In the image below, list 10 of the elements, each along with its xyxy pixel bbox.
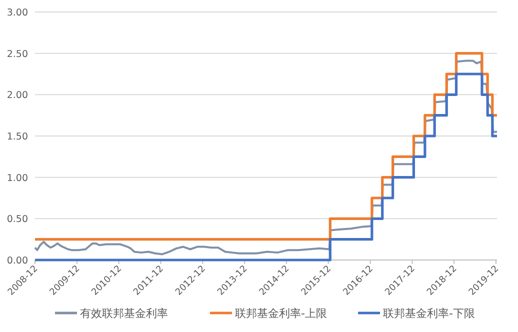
y-tick-label: 2.00 <box>6 90 28 102</box>
y-tick-label: 1.00 <box>6 172 28 184</box>
y-tick-label: 0.50 <box>6 214 28 226</box>
y-tick-label: 1.50 <box>6 132 28 142</box>
y-tick-label: 3.00 <box>6 8 28 18</box>
y-tick-label: 0.00 <box>6 256 28 266</box>
legend-label: 联邦基金利率-上限 <box>235 307 327 320</box>
y-tick-label: 2.50 <box>6 48 28 60</box>
legend-label: 有效联邦基金利率 <box>80 307 168 320</box>
legend-label: 联邦基金利率-下限 <box>383 307 475 320</box>
